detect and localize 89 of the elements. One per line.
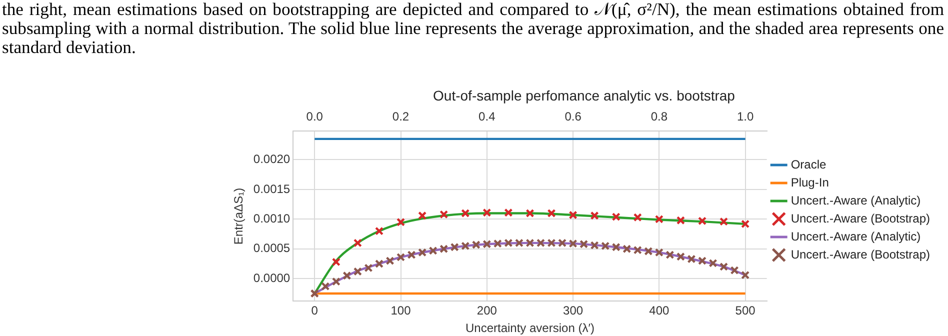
point (612, 242, 620, 252)
point (374, 226, 384, 236)
point (374, 259, 384, 268)
point (440, 210, 448, 219)
point (590, 211, 599, 220)
legend-label: Plug-In (790, 175, 829, 190)
point (698, 256, 707, 266)
point (676, 216, 685, 225)
x2-tick-label: 0.4 (478, 109, 496, 124)
point (633, 213, 642, 222)
point (440, 244, 448, 254)
point (396, 218, 406, 226)
point (396, 252, 406, 262)
point (342, 271, 352, 280)
point (654, 248, 664, 257)
point (698, 216, 707, 226)
point (321, 282, 330, 291)
point (547, 238, 556, 248)
point (514, 238, 524, 248)
x-tick-label: 300 (563, 304, 584, 318)
point (558, 238, 567, 248)
y-tick-label: 0.0010 (253, 211, 290, 226)
legend-label: Uncert.-Aware (Bootstrap) (790, 247, 930, 262)
x-tick-label: 400 (649, 304, 670, 318)
y-tick-label: 0.0000 (253, 270, 290, 285)
point (418, 211, 427, 220)
point (654, 214, 664, 224)
point (741, 220, 750, 228)
point (719, 262, 728, 272)
point (676, 252, 685, 261)
x2-tick-label: 0.2 (392, 109, 410, 124)
point (590, 241, 599, 250)
point (482, 208, 492, 217)
point (461, 208, 470, 218)
point (741, 270, 750, 280)
point (708, 258, 718, 268)
legend-label: Uncert.-Aware (Bootstrap) (790, 211, 930, 226)
point (568, 210, 578, 220)
legend-label: Uncert.-Aware (Analytic) (790, 229, 921, 244)
point (568, 239, 578, 248)
point (450, 242, 459, 252)
point (633, 246, 642, 254)
point (644, 246, 653, 256)
point (526, 208, 534, 218)
point (666, 250, 674, 260)
x2-tick-label: 1.0 (736, 109, 754, 124)
y-tick-label: 0.0005 (253, 241, 290, 256)
point (332, 277, 340, 286)
point (504, 208, 513, 217)
x-tick-label: 200 (476, 304, 498, 318)
point (580, 240, 588, 248)
point (332, 258, 340, 266)
point (472, 240, 480, 250)
point (461, 242, 470, 250)
point (353, 267, 362, 276)
point (687, 254, 696, 264)
x-axis-title: Uncertainty aversion (λ′) (465, 321, 594, 336)
y-axis-title: Entr(aΔS₁) (232, 188, 246, 245)
legend-label: Uncert.-Aware (Analytic) (790, 193, 921, 208)
x-tick-label: 100 (390, 304, 412, 318)
point (418, 248, 427, 257)
point (730, 266, 739, 275)
point (536, 238, 546, 248)
point (612, 212, 620, 222)
chart-title: Out-of-sample perfomance analytic vs. bootstrap (433, 87, 736, 104)
line-series (314, 212, 746, 295)
point (719, 217, 728, 226)
x2-tick-label: 0.6 (564, 109, 582, 124)
text: the right, mean estimations based on bootstrapping are depicted and compared to 𝒩(μ̂, σ²/N), the mean estimations obtained from subsampling with a normal distribution. The solid blue line represents the average approximation, and the shaded area represents one standard deviation. (2, 0, 944, 57)
point (482, 240, 492, 248)
line-series (314, 242, 746, 295)
y-tick-label: 0.0020 (253, 152, 290, 166)
point (407, 250, 416, 260)
point (547, 208, 556, 218)
legend-label: Oracle (790, 157, 827, 172)
point (386, 256, 394, 266)
point (353, 238, 362, 248)
point (493, 239, 502, 248)
point (601, 242, 610, 250)
x2-tick-label: 0.0 (306, 109, 324, 124)
point (428, 246, 438, 255)
point (504, 238, 513, 248)
point (622, 244, 632, 254)
point (364, 264, 373, 272)
x-tick-label: 0 (311, 304, 318, 318)
point (526, 238, 534, 248)
x-tick-label: 500 (735, 304, 756, 318)
x2-tick-label: 0.8 (650, 109, 668, 124)
y-tick-label: 0.0015 (253, 182, 290, 196)
